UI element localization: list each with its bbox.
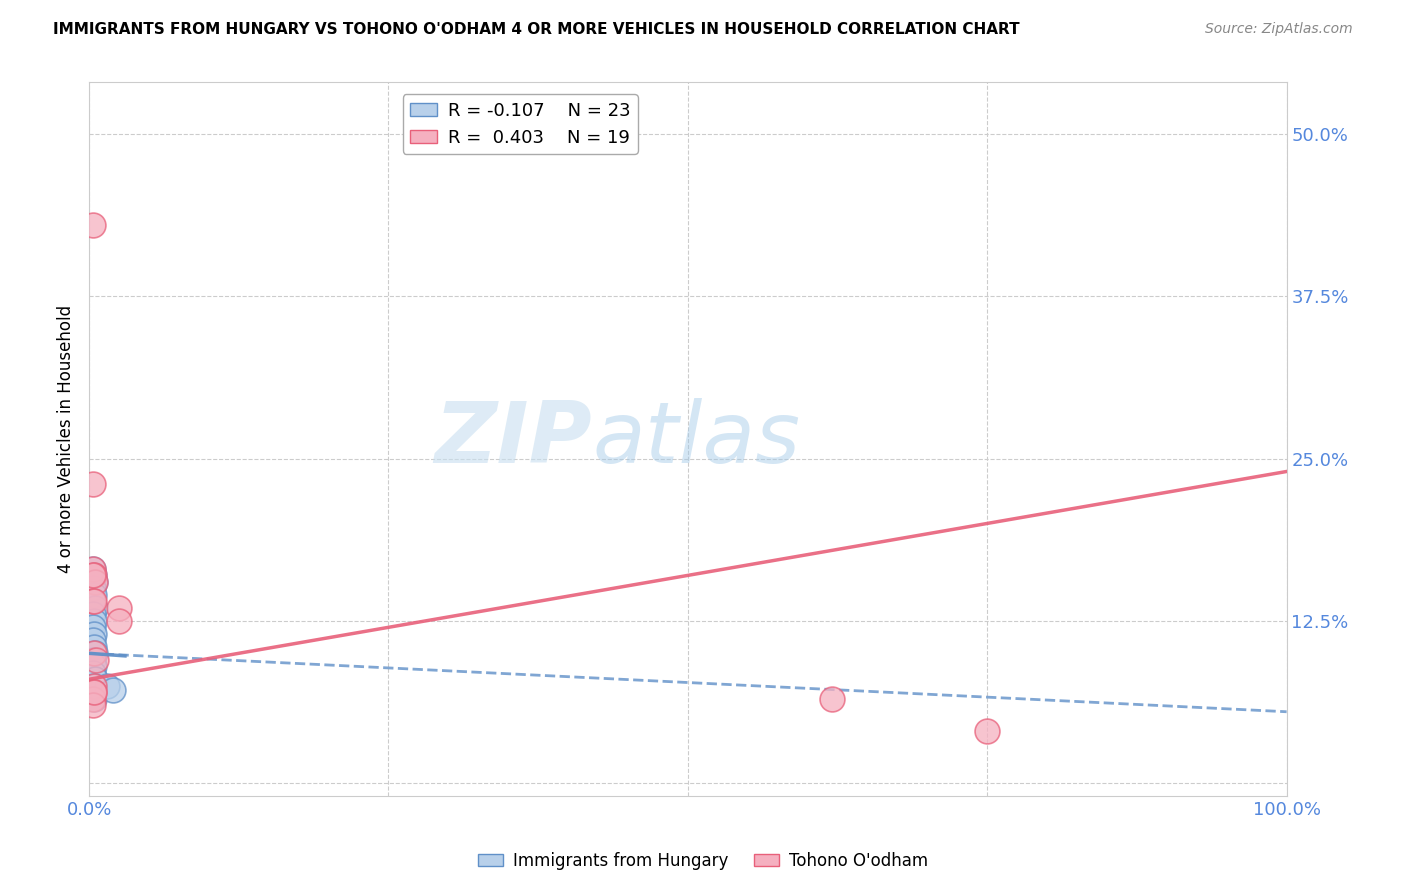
Point <box>83 685 105 699</box>
Point <box>82 594 104 608</box>
Point <box>83 568 105 582</box>
Text: ZIP: ZIP <box>434 398 592 481</box>
Point <box>108 614 131 628</box>
Point <box>82 582 104 596</box>
Point <box>83 614 105 628</box>
Point <box>84 673 107 687</box>
Point <box>83 659 105 673</box>
Point <box>96 679 118 693</box>
Point <box>976 724 998 739</box>
Point <box>84 574 107 589</box>
Point <box>82 594 104 608</box>
Point <box>820 691 842 706</box>
Point <box>108 600 131 615</box>
Point <box>83 679 105 693</box>
Point <box>82 477 104 491</box>
Point <box>82 691 104 706</box>
Point <box>83 679 105 693</box>
Point <box>82 568 104 582</box>
Point <box>83 594 105 608</box>
Point <box>82 698 104 713</box>
Point <box>83 568 105 582</box>
Point <box>83 691 105 706</box>
Point <box>82 685 104 699</box>
Text: IMMIGRANTS FROM HUNGARY VS TOHONO O'ODHAM 4 OR MORE VEHICLES IN HOUSEHOLD CORREL: IMMIGRANTS FROM HUNGARY VS TOHONO O'ODHA… <box>53 22 1021 37</box>
Text: Source: ZipAtlas.com: Source: ZipAtlas.com <box>1205 22 1353 37</box>
Y-axis label: 4 or more Vehicles in Household: 4 or more Vehicles in Household <box>58 305 75 573</box>
Point <box>84 653 107 667</box>
Point <box>83 588 105 602</box>
Point <box>84 646 107 660</box>
Point <box>83 685 105 699</box>
Point <box>82 653 104 667</box>
Point <box>82 218 104 232</box>
Point <box>83 627 105 641</box>
Point <box>82 620 104 634</box>
Point <box>82 607 104 622</box>
Point <box>82 562 104 576</box>
Point <box>101 682 124 697</box>
Point <box>83 640 105 654</box>
Point <box>82 562 104 576</box>
Point <box>84 600 107 615</box>
Point <box>82 665 104 680</box>
Point <box>82 633 104 648</box>
Legend: Immigrants from Hungary, Tohono O'odham: Immigrants from Hungary, Tohono O'odham <box>471 846 935 877</box>
Point <box>84 574 107 589</box>
Point <box>83 646 105 660</box>
Legend: R = -0.107    N = 23, R =  0.403    N = 19: R = -0.107 N = 23, R = 0.403 N = 19 <box>402 95 638 154</box>
Text: atlas: atlas <box>592 398 800 481</box>
